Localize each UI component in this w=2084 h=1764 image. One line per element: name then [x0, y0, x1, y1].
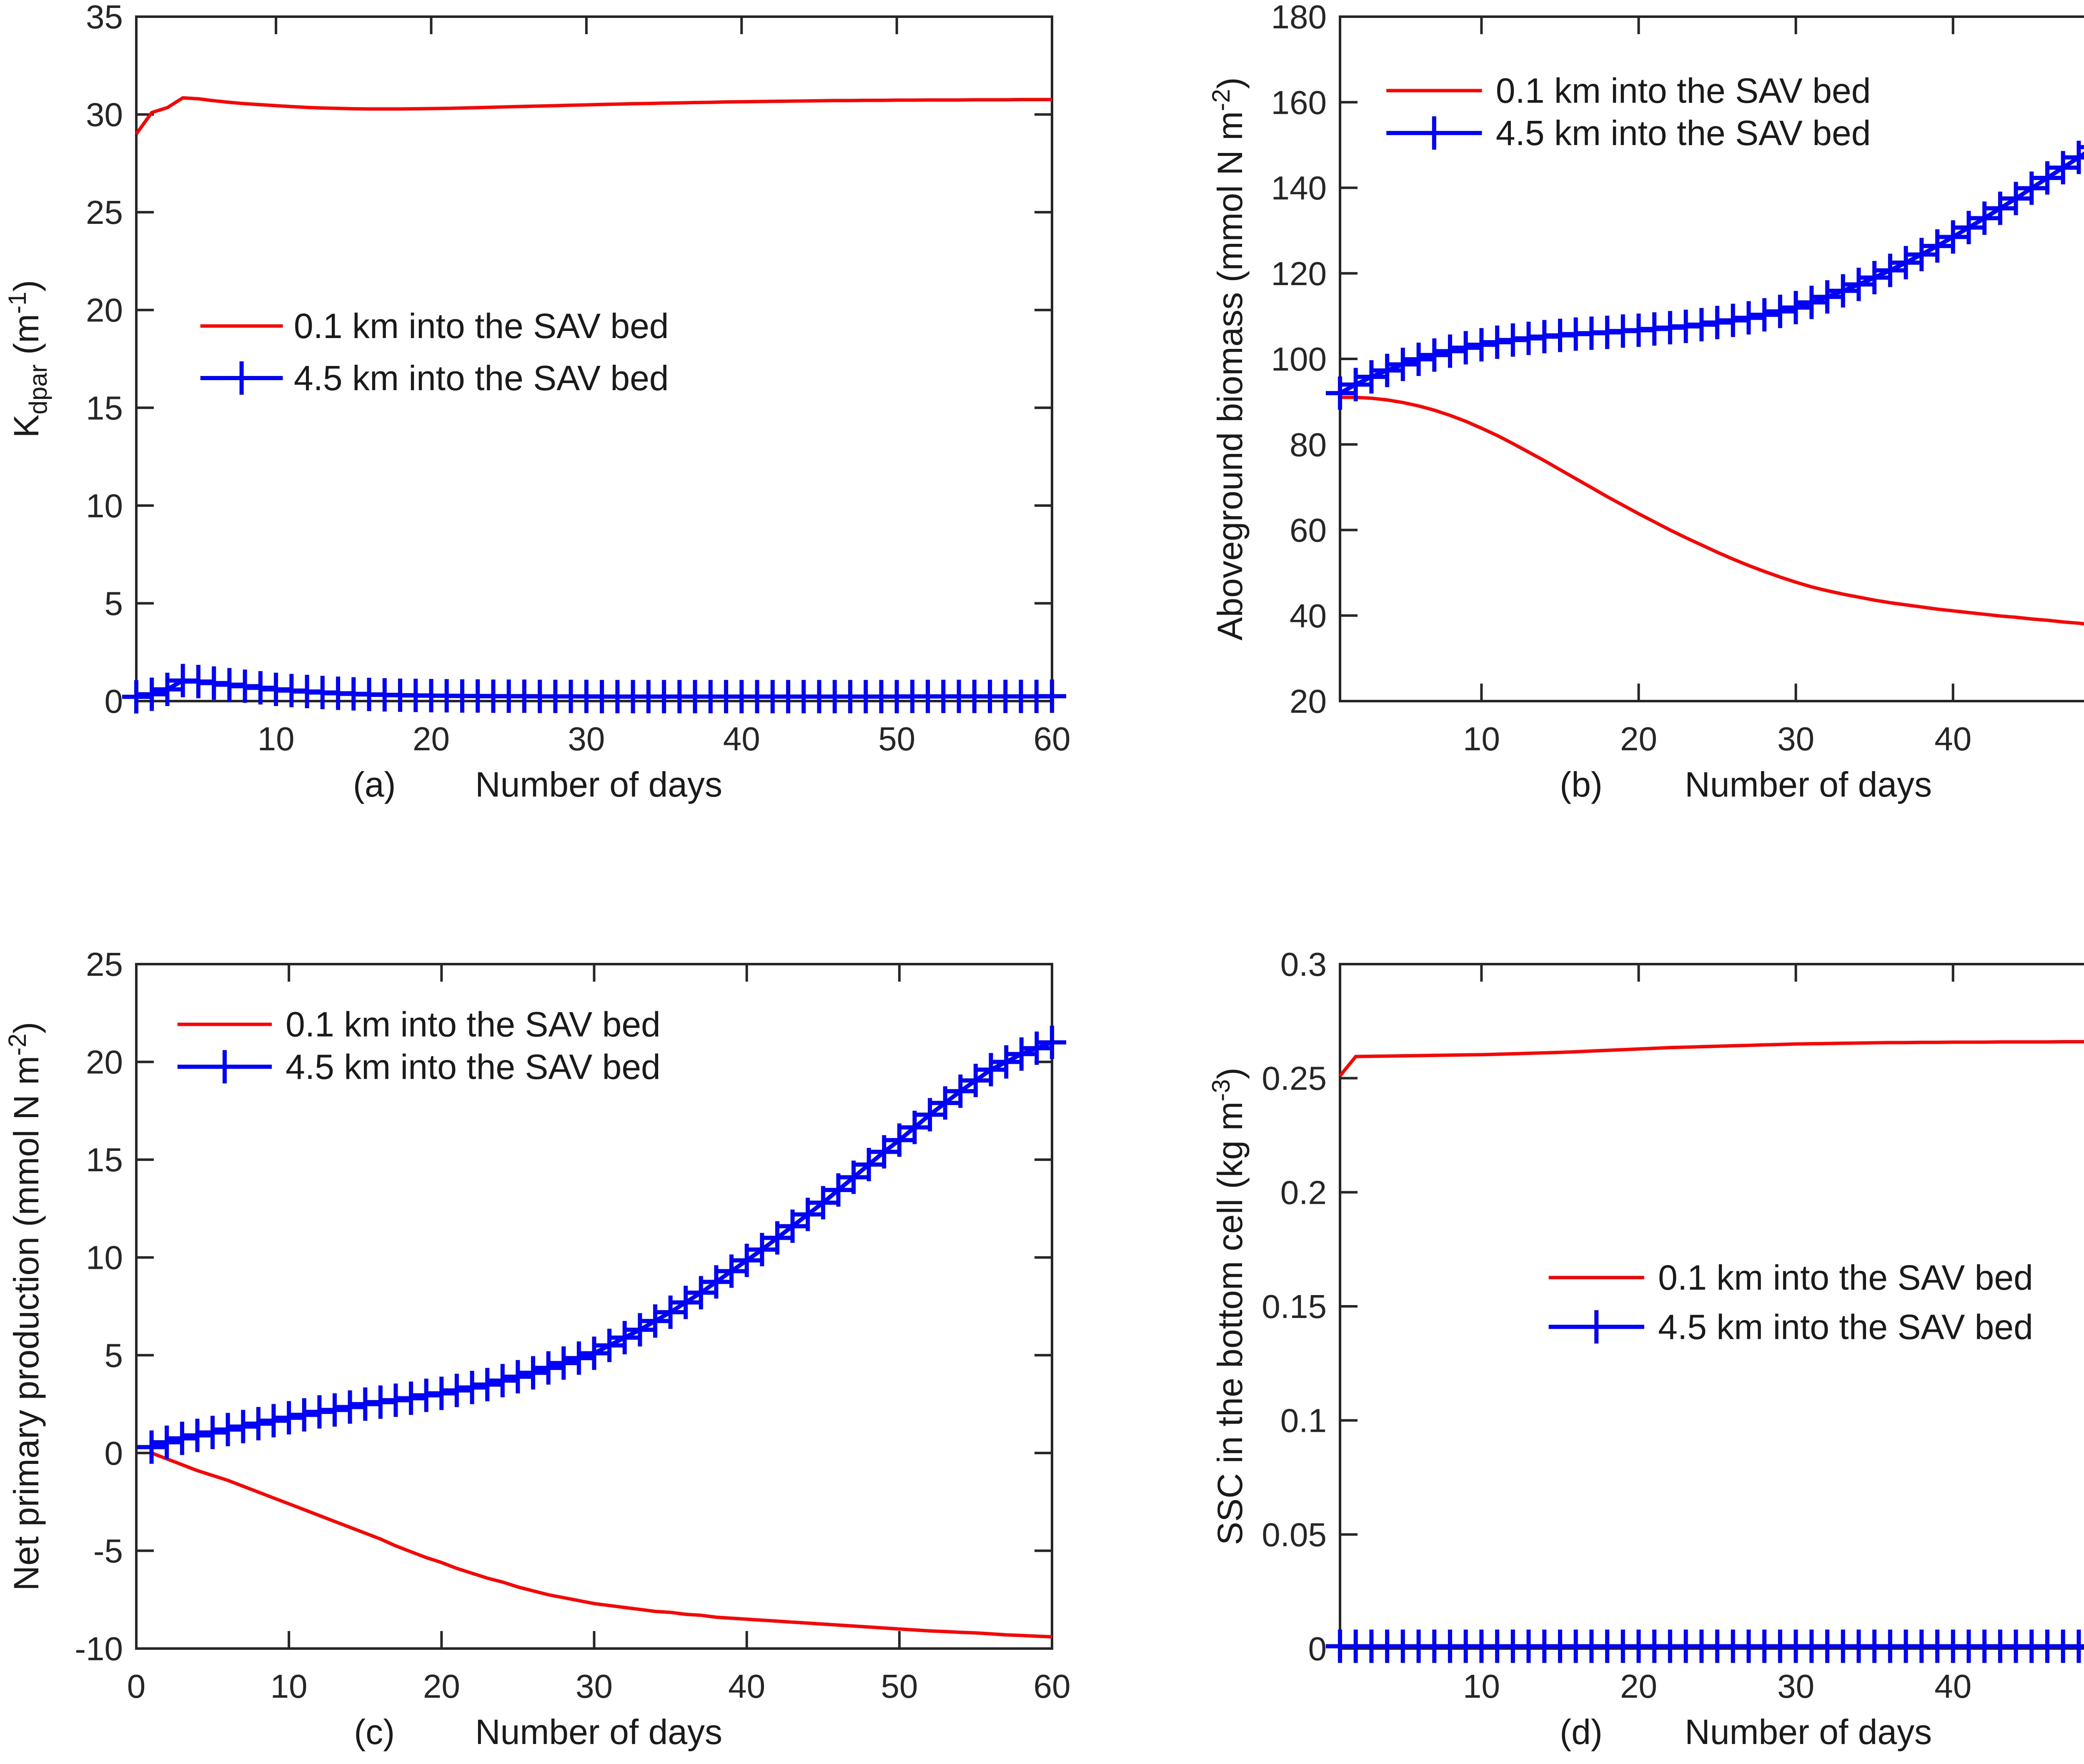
y-tick-label: 20 [1290, 683, 1327, 720]
y-tick-label: 0 [105, 683, 123, 720]
x-tick-label: 40 [1934, 1668, 1971, 1705]
x-tick-label: 10 [271, 1668, 308, 1705]
caption-d: (d) Number of days [1340, 1711, 2084, 1757]
axes-box [135, 15, 1053, 702]
y-tick-label: 180 [1271, 0, 1327, 35]
y-tick-label: 80 [1290, 426, 1327, 463]
y-tick-label: 10 [86, 1239, 123, 1276]
panel-letter-a: (a) [353, 765, 396, 804]
x-tick-label: 20 [413, 720, 450, 757]
legend-label: 0.1 km into the SAV bed [1496, 71, 1871, 110]
x-tick-label: 10 [1463, 1668, 1500, 1705]
x-tick-label: 20 [1620, 1668, 1657, 1705]
x-tick-label: 40 [728, 1668, 765, 1705]
y-tick-label: -10 [75, 1630, 123, 1667]
y-tick-label: 30 [86, 96, 123, 133]
x-tick-label: 10 [258, 720, 295, 757]
legend-label: 4.5 km into the SAV bed [286, 1047, 661, 1086]
y-tick-label: 10 [86, 487, 123, 524]
series-line-red [151, 1451, 1052, 1639]
panel-letter-b: (b) [1560, 765, 1603, 804]
legend-label: 4.5 km into the SAV bed [294, 358, 669, 398]
y-tick-label: 15 [86, 389, 123, 426]
caption-a: (a) Number of days [136, 764, 1052, 809]
y-tick-label: 0.1 [1280, 1402, 1327, 1439]
panel-c: 0 10 20 30 40 50 60 -10 -5 0 5 10 15 20 25 Net primary … [0, 882, 1147, 1764]
y-tick-label: 40 [1290, 597, 1327, 634]
y-tick-label: 5 [105, 1337, 123, 1374]
panel-b: 10203040506020406080100120140160180Above… [1147, 0, 2084, 882]
series-line-red [1338, 1040, 2084, 1077]
y-axis-label: Kdpar (m-1) [3, 280, 52, 438]
x-tick-label: 50 [878, 720, 915, 757]
x-tick-label: 50 [881, 1668, 918, 1705]
panel-letter-d: (d) [1560, 1712, 1603, 1751]
chart-c: 0 10 20 30 40 50 60 -10 -5 0 5 10 15 20 25 Net primary … [3, 946, 1071, 1705]
caption-b: (b) Number of days [1340, 764, 2084, 809]
y-tick-label: -5 [93, 1532, 123, 1569]
y-tick-label: 20 [86, 1044, 123, 1081]
x-tick-label: 60 [1034, 720, 1071, 757]
x-axis-label-b: Number of days [1685, 765, 1932, 804]
y-tick-label: 0.25 [1262, 1060, 1327, 1097]
legend-label: 4.5 km into the SAV bed [1496, 113, 1871, 153]
x-tick-label: 30 [568, 720, 605, 757]
y-axis-label: Aboveground biomass (mmol N m-2) [1207, 77, 1250, 640]
chart-a: 10 20 30 40 50 60 0 5 10 15 20 25 30 35 Kdpar (m-1) 0.1… [3, 0, 1071, 757]
plus-markers [1326, 140, 2084, 410]
series-line-red [135, 96, 1052, 135]
x-axis-label-a: Number of days [475, 765, 722, 804]
x-tick-label: 0 [127, 1668, 146, 1705]
y-tick-label: 15 [86, 1141, 123, 1178]
y-tick-label: 60 [1290, 512, 1327, 549]
y-axis-label: Net primary production (mmol N m-2) [3, 1022, 46, 1591]
panel-letter-c: (c) [354, 1712, 395, 1751]
y-tick-label: 0.05 [1262, 1516, 1327, 1553]
legend-label: 4.5 km into the SAV bed [1658, 1307, 2033, 1346]
x-tick-label: 40 [1934, 720, 1971, 757]
x-axis-label-d: Number of days [1685, 1712, 1932, 1751]
y-tick-label: 120 [1271, 255, 1327, 292]
caption-c: (c) Number of days [136, 1711, 1052, 1757]
y-tick-label: 0 [105, 1435, 123, 1472]
x-tick-label: 10 [1463, 720, 1500, 757]
y-tick-label: 35 [86, 0, 123, 35]
y-tick-label: 0 [1308, 1630, 1327, 1667]
y-tick-label: 0.3 [1280, 946, 1327, 983]
series-line-blue [151, 1040, 1053, 1449]
plus-markers [1326, 1629, 2084, 1663]
x-tick-label: 30 [1777, 1668, 1814, 1705]
y-tick-label: 0.15 [1262, 1288, 1327, 1325]
y-tick-label: 100 [1271, 341, 1327, 378]
x-axis-label-c: Number of days [475, 1712, 722, 1751]
y-tick-label: 140 [1271, 170, 1327, 207]
x-tick-label: 30 [576, 1668, 613, 1705]
series-line-red [1340, 396, 2084, 626]
plus-markers [137, 1025, 1066, 1464]
plus-markers [122, 664, 1066, 714]
y-tick-label: 5 [105, 585, 123, 622]
legend-label: 0.1 km into the SAV bed [294, 306, 669, 346]
y-tick-label: 25 [86, 194, 123, 231]
x-tick-label: 30 [1777, 720, 1814, 757]
chart-b: 10203040506020406080100120140160180Above… [1207, 0, 2084, 757]
x-tick-label: 20 [423, 1668, 460, 1705]
y-axis-label: SSC in the bottom cell (kg m-3) [1207, 1067, 1250, 1545]
x-tick-label: 40 [723, 720, 760, 757]
y-tick-label: 20 [86, 292, 123, 329]
axes-box [1339, 963, 2084, 1650]
x-tick-label: 60 [1034, 1668, 1071, 1705]
legend-label: 0.1 km into the SAV bed [1658, 1258, 2033, 1297]
panel-a: 10 20 30 40 50 60 0 5 10 15 20 25 30 35 Kdpar (m-1) 0.1… [0, 0, 1147, 882]
legend-label: 0.1 km into the SAV bed [286, 1005, 661, 1044]
y-tick-label: 25 [86, 946, 123, 983]
y-tick-label: 0.2 [1280, 1174, 1327, 1211]
x-tick-label: 20 [1620, 720, 1657, 757]
y-tick-label: 160 [1271, 84, 1327, 121]
